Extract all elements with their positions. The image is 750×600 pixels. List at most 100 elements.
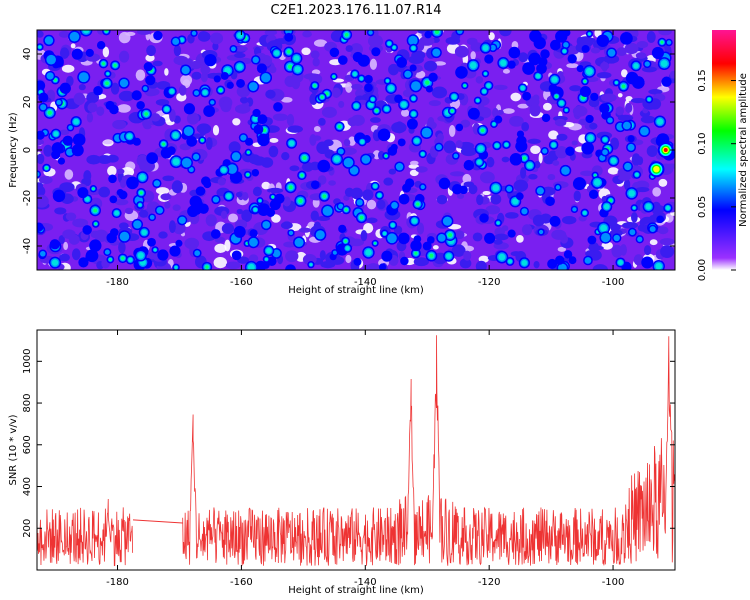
heatmap-cell bbox=[657, 226, 669, 235]
heatmap-cell bbox=[178, 84, 187, 96]
heatmap-cell bbox=[168, 220, 176, 234]
heatmap-cell bbox=[620, 244, 627, 256]
heatmap-cell bbox=[281, 96, 293, 103]
heatmap-cell bbox=[228, 141, 241, 154]
heatmap-cell bbox=[252, 108, 261, 118]
heatmap-cell bbox=[40, 104, 47, 111]
heatmap-cell bbox=[248, 254, 259, 263]
heatmap-cell bbox=[253, 124, 264, 135]
heatmap-cell bbox=[37, 171, 40, 177]
heatmap-cell bbox=[87, 102, 98, 113]
heatmap-cell bbox=[128, 257, 133, 263]
heatmap-cell bbox=[51, 259, 59, 266]
heatmap-cell bbox=[271, 214, 281, 223]
heatmap-cell bbox=[311, 69, 321, 75]
heatmap-cell bbox=[617, 114, 634, 122]
heatmap-cell bbox=[172, 38, 180, 45]
heatmap-cell bbox=[62, 135, 73, 146]
heatmap-cell bbox=[661, 76, 672, 87]
heatmap-cell bbox=[268, 66, 277, 74]
spectrogram-x-axis-title: Height of straight line (km) bbox=[288, 285, 424, 296]
heatmap-cell bbox=[235, 191, 243, 198]
heatmap-cell bbox=[476, 159, 482, 165]
heatmap-cell bbox=[479, 171, 495, 184]
heatmap-cell bbox=[423, 60, 438, 72]
heatmap-cell bbox=[371, 47, 381, 57]
heatmap-cell bbox=[615, 106, 624, 116]
x-tick-label: -140 bbox=[354, 577, 377, 588]
heatmap-cell bbox=[660, 60, 668, 68]
heatmap-cell bbox=[378, 263, 387, 270]
heatmap-cell bbox=[221, 223, 235, 234]
heatmap-cell bbox=[669, 70, 675, 79]
heatmap-cell bbox=[193, 153, 200, 160]
heatmap-cell bbox=[658, 178, 668, 187]
heatmap-cell bbox=[634, 172, 639, 177]
heatmap-cell bbox=[568, 256, 577, 265]
heatmap-cell bbox=[408, 35, 418, 46]
heatmap-cell bbox=[49, 239, 60, 250]
heatmap-cell bbox=[310, 180, 320, 190]
heatmap-cell bbox=[153, 180, 160, 187]
heatmap-cell bbox=[483, 72, 487, 76]
heatmap-cell bbox=[520, 167, 527, 179]
heatmap-cell bbox=[607, 167, 619, 175]
heatmap-cell bbox=[646, 31, 656, 43]
heatmap-cell bbox=[333, 155, 341, 163]
heatmap-cell bbox=[420, 152, 425, 156]
heatmap-cell bbox=[313, 39, 328, 47]
heatmap-cell bbox=[655, 262, 663, 270]
heatmap-cell bbox=[530, 145, 541, 154]
heatmap-cell bbox=[139, 191, 143, 195]
heatmap-cell bbox=[337, 124, 342, 129]
heatmap-cell bbox=[659, 238, 675, 246]
heatmap-cell bbox=[164, 201, 171, 209]
heatmap-cell bbox=[173, 55, 189, 66]
heatmap-cell bbox=[508, 46, 521, 59]
heatmap-cell bbox=[293, 55, 300, 62]
heatmap-cell bbox=[169, 89, 175, 94]
colorbar-tick-label: 0.00 bbox=[697, 259, 708, 281]
heatmap-cell bbox=[114, 210, 120, 216]
heatmap-cell bbox=[573, 190, 581, 202]
snr-frame bbox=[36, 329, 676, 571]
heatmap-cell bbox=[65, 212, 77, 221]
heatmap-cell bbox=[94, 229, 109, 242]
heatmap-cell bbox=[344, 208, 348, 212]
heatmap-cell bbox=[456, 193, 465, 199]
heatmap-cell bbox=[181, 158, 192, 168]
heatmap-cell bbox=[477, 145, 484, 152]
heatmap-cell bbox=[547, 258, 558, 269]
heatmap-cell bbox=[269, 137, 279, 143]
heatmap-cell bbox=[232, 118, 241, 126]
heatmap-cell bbox=[273, 50, 280, 56]
y-tick-label: 600 bbox=[22, 435, 33, 454]
x-tick-label: -120 bbox=[478, 577, 501, 588]
heatmap-cell bbox=[600, 232, 611, 243]
heatmap-cell bbox=[502, 68, 510, 74]
heatmap-cell bbox=[549, 215, 561, 227]
heatmap-cell bbox=[61, 64, 75, 73]
heatmap-cell bbox=[580, 170, 595, 177]
heatmap-cell bbox=[492, 107, 499, 118]
heatmap-cell bbox=[271, 196, 274, 198]
heatmap-cell bbox=[73, 92, 86, 106]
heatmap-cell bbox=[387, 41, 392, 46]
heatmap-cell bbox=[377, 193, 382, 198]
heatmap-cell bbox=[625, 102, 633, 113]
heatmap-cell bbox=[550, 39, 561, 51]
heatmap-cell bbox=[640, 126, 649, 136]
heatmap-cell bbox=[370, 97, 375, 102]
heatmap-cell bbox=[463, 159, 475, 171]
heatmap-cell bbox=[118, 190, 128, 200]
heatmap-cell bbox=[37, 30, 44, 38]
heatmap-cell bbox=[284, 32, 294, 42]
heatmap-cell bbox=[581, 96, 585, 100]
heatmap-cell bbox=[231, 46, 236, 52]
heatmap-cell bbox=[126, 176, 139, 190]
heatmap-cell bbox=[629, 229, 636, 236]
heatmap-cell bbox=[411, 46, 416, 51]
heatmap-cell bbox=[528, 52, 542, 66]
heatmap-cell bbox=[466, 37, 478, 46]
heatmap-cell bbox=[646, 145, 658, 157]
